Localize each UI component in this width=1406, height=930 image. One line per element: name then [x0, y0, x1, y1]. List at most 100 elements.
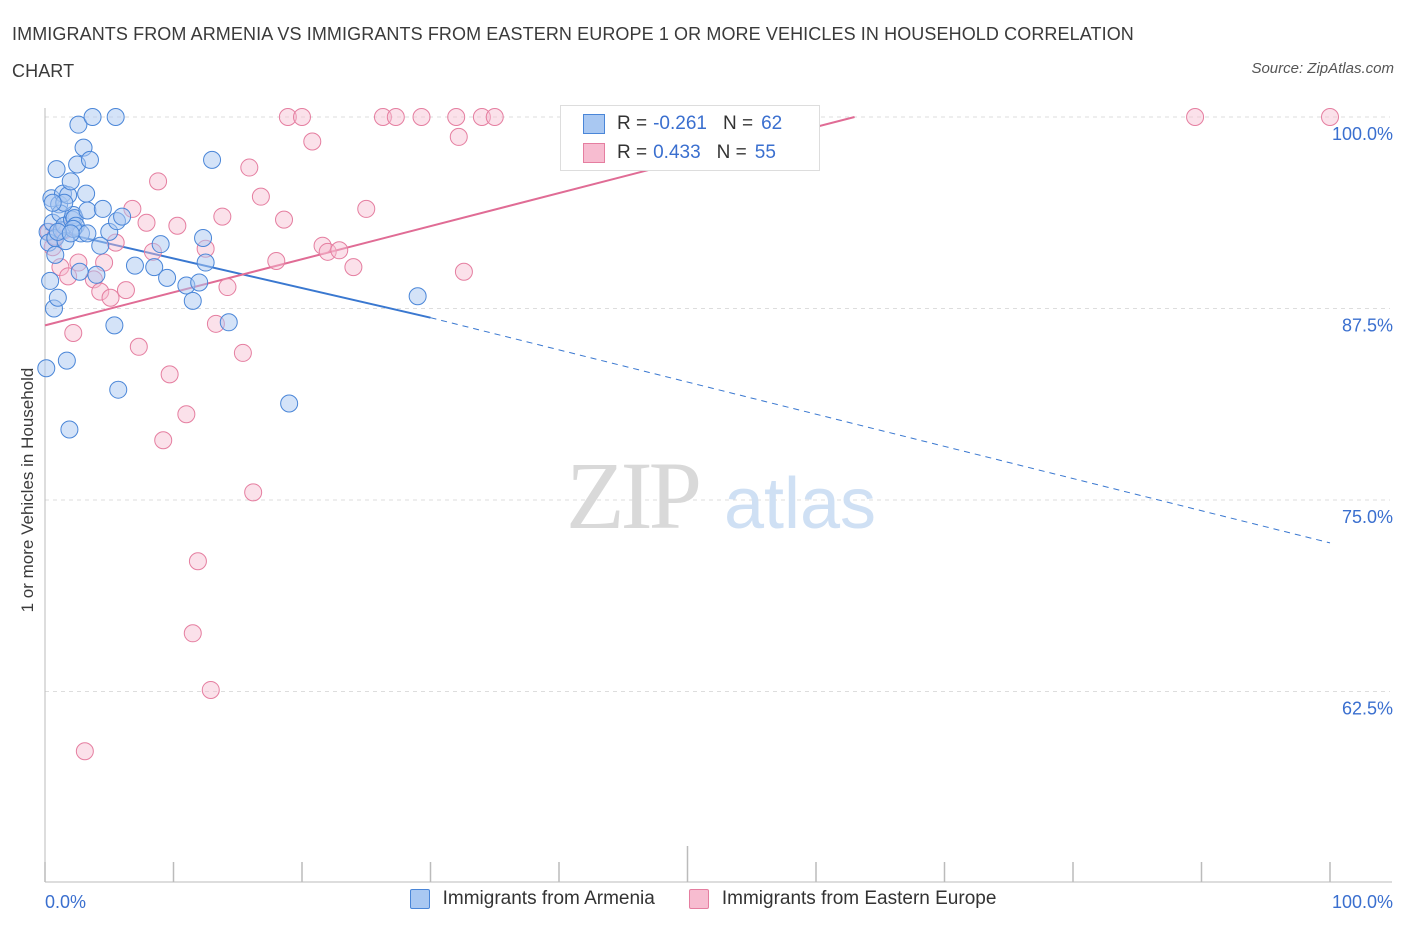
point-armenia [47, 160, 66, 179]
point-armenia [78, 201, 97, 220]
point-armenia [61, 224, 80, 243]
point-armenia [57, 351, 76, 370]
point-armenia [46, 245, 65, 264]
point-armenia [60, 420, 79, 439]
point-armenia [80, 150, 99, 169]
point-armenia [280, 394, 299, 413]
point-armenia [43, 193, 62, 212]
legend-n-value: 62 [761, 113, 783, 134]
point-eastern-europe [357, 199, 376, 218]
point-armenia [196, 253, 215, 272]
source-label: Source: ZipAtlas.com [1251, 60, 1394, 77]
point-armenia [87, 265, 106, 284]
point-eastern-europe [278, 108, 297, 126]
point-eastern-europe [149, 172, 168, 191]
point-eastern-europe [116, 281, 135, 300]
point-eastern-europe [101, 288, 120, 307]
point-armenia [125, 256, 144, 275]
legend-n-value: 55 [754, 142, 776, 163]
point-eastern-europe [233, 343, 252, 362]
y-tick-label: 75.0% [1342, 507, 1393, 527]
point-eastern-europe [154, 431, 173, 450]
legend-swatch-eastern-europe [583, 143, 605, 163]
point-armenia [83, 108, 102, 126]
point-eastern-europe [137, 213, 156, 232]
point-eastern-europe [168, 216, 187, 235]
point-eastern-europe [91, 282, 110, 301]
legend-item-armenia: Immigrants from Armenia [409, 888, 655, 910]
point-armenia [109, 380, 128, 399]
point-eastern-europe [218, 278, 237, 297]
point-eastern-europe [454, 262, 473, 281]
point-eastern-europe [267, 252, 286, 271]
point-eastern-europe [313, 236, 332, 255]
legend-swatch-armenia [409, 889, 430, 909]
trend-line-armenia [44, 227, 431, 319]
y-tick-label: 62.5% [1342, 699, 1393, 719]
x-tick-label: 0.0% [45, 892, 86, 912]
point-armenia [113, 207, 132, 226]
point-armenia [194, 229, 213, 248]
legend-swatch-armenia [583, 114, 605, 134]
point-eastern-europe [183, 624, 202, 643]
axes [44, 108, 1392, 883]
tick-labels: 100.0% 87.5% 75.0% 62.5% 0.0% 100.0% [45, 124, 1393, 912]
watermark-zip: ZIP [566, 442, 699, 549]
x-tick-label: 100.0% [1332, 892, 1393, 912]
point-eastern-europe [1186, 108, 1205, 126]
correlation-legend: R = -0.261 N = 62 R = 0.433 N = 55 [560, 105, 820, 171]
point-eastern-europe [472, 108, 491, 126]
point-eastern-europe [344, 258, 363, 277]
point-armenia [70, 262, 89, 281]
y-tick-label: 87.5% [1342, 316, 1393, 336]
point-armenia [203, 150, 222, 169]
point-eastern-europe [201, 680, 220, 699]
point-eastern-europe [188, 552, 207, 571]
legend-label-eastern-europe: Immigrants from Eastern Europe [721, 888, 997, 909]
point-eastern-europe [244, 483, 263, 502]
point-armenia [190, 273, 209, 292]
point-eastern-europe [251, 187, 270, 206]
point-armenia [106, 108, 125, 126]
legend-row-armenia: R = -0.261 N = 62 [583, 109, 782, 139]
point-eastern-europe [485, 108, 504, 126]
y-tick-label: 100.0% [1332, 124, 1393, 144]
point-eastern-europe [386, 108, 405, 126]
point-armenia [151, 235, 170, 254]
point-eastern-europe [1321, 108, 1339, 126]
series-legend: Immigrants from Armenia Immigrants from … [0, 888, 1406, 910]
chart-title: IMMIGRANTS FROM ARMENIA VS IMMIGRANTS FR… [12, 24, 1134, 81]
point-eastern-europe [75, 742, 94, 761]
point-eastern-europe [449, 127, 468, 146]
point-eastern-europe [412, 108, 431, 126]
series-armenia [37, 108, 427, 439]
point-armenia [158, 268, 177, 287]
point-armenia [61, 172, 80, 191]
point-armenia [78, 224, 97, 243]
legend-swatch-eastern-europe [688, 889, 709, 909]
point-armenia [105, 316, 124, 335]
point-armenia [145, 258, 164, 277]
point-armenia [91, 236, 110, 255]
point-eastern-europe [293, 108, 311, 126]
point-armenia [183, 291, 202, 310]
legend-label-armenia: Immigrants from Armenia [442, 888, 655, 909]
point-armenia [41, 271, 60, 290]
point-armenia [48, 288, 67, 307]
legend-n-label: N = [722, 113, 754, 134]
point-eastern-europe [177, 405, 196, 424]
legend-r-label: R = [617, 113, 648, 134]
point-eastern-europe [160, 365, 179, 384]
point-armenia [37, 359, 56, 378]
point-armenia [93, 199, 112, 218]
point-eastern-europe [330, 241, 349, 260]
point-eastern-europe [303, 132, 322, 151]
point-eastern-europe [373, 108, 392, 126]
gridlines [45, 116, 1390, 692]
point-armenia [69, 115, 88, 134]
series-eastern-europe [39, 108, 1339, 761]
point-eastern-europe [275, 210, 294, 229]
legend-r-label: R = [617, 142, 648, 163]
legend-r-value: -0.261 [653, 113, 707, 134]
